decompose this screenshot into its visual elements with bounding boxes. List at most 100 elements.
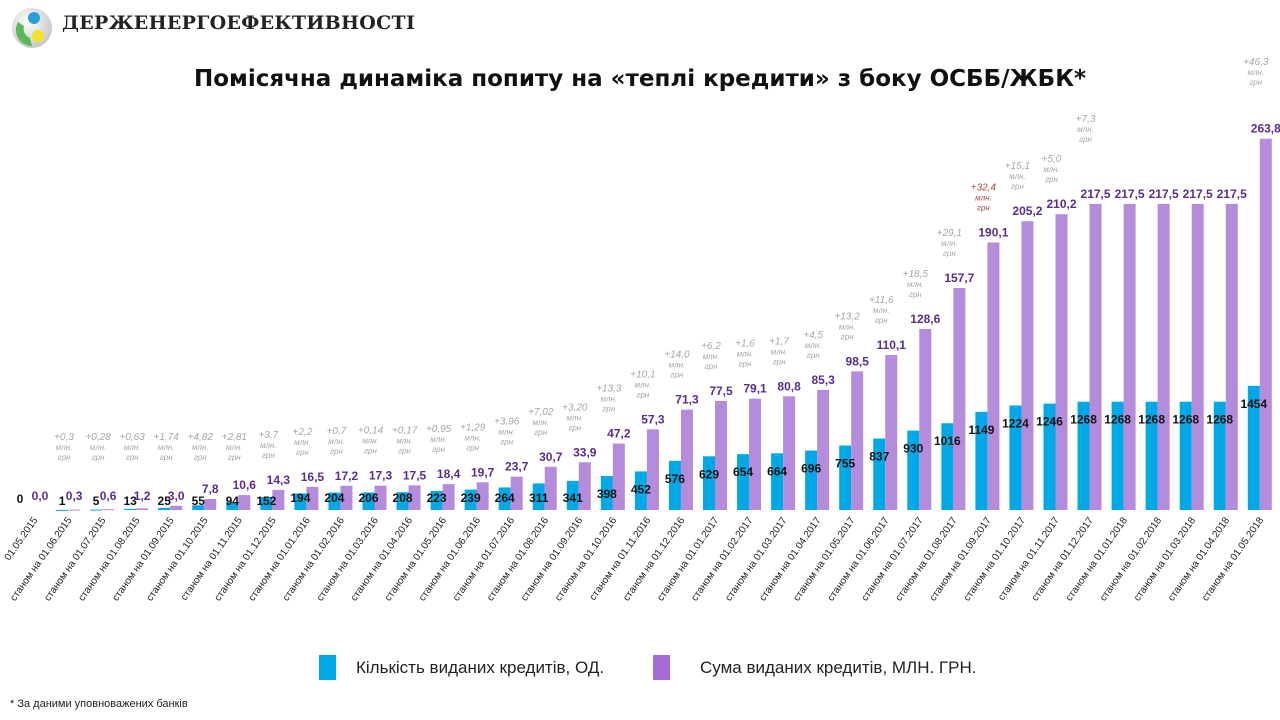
bar-amount: [715, 400, 727, 510]
category-tick-label: станом на 01.11.2015: [179, 515, 245, 603]
bar-count: [362, 492, 375, 510]
legend-item-amount: Сума виданих кредитів, МЛН. ГРН.: [653, 655, 976, 680]
increment-unit: грн: [637, 390, 650, 399]
increment-unit: млн.: [90, 443, 107, 452]
footnote: * За даними уповноважених банків: [10, 698, 188, 710]
data-label-count: 194: [290, 491, 310, 505]
bar-amount: [544, 466, 557, 510]
bar-amount: [136, 508, 149, 510]
data-label-count: 206: [358, 491, 378, 505]
data-label-amount: 79,1: [743, 382, 767, 396]
increment-unit: млн.: [737, 350, 754, 359]
increment-unit: млн.: [1009, 172, 1026, 181]
data-label-amount: 217,5: [1217, 187, 1247, 201]
category-tick-label: станом на 01.06.2016: [417, 515, 483, 603]
data-label-amount: 80,8: [777, 379, 801, 393]
increment-unit: грн: [398, 446, 411, 455]
bar-count: [294, 493, 307, 510]
legend-swatch-amount: [653, 655, 670, 680]
increment-unit: грн: [432, 445, 445, 454]
increment-label: +0,63: [119, 432, 145, 443]
increment-unit: млн.: [362, 437, 379, 446]
chart-title: Помісячна динаміка попиту на «теплі кред…: [193, 66, 1087, 92]
increment-label: +5,0: [1042, 154, 1062, 165]
increment-unit: млн.: [703, 352, 720, 361]
data-label-amount: 47,2: [607, 427, 631, 441]
data-label-count: 1454: [1240, 397, 1267, 411]
bar-amount: [510, 476, 523, 510]
bar-amount: [1021, 221, 1034, 510]
category-tick-label: станом на 01.05.2016: [383, 515, 449, 603]
increment-unit: млн.: [669, 361, 686, 370]
increment-label: +0,28: [85, 432, 111, 443]
data-label-count: 25: [158, 494, 172, 508]
category-tick-label: станом на 01.04.2016: [349, 515, 415, 603]
data-label-count: 311: [529, 491, 549, 505]
increment-unit: млн.: [260, 441, 277, 450]
category-tick-label: 01.05.2015: [3, 515, 41, 563]
category-tick-label: станом на 01.04.2018: [1166, 515, 1232, 603]
increment-label: +13,3: [596, 384, 622, 395]
data-label-amount: 0,3: [66, 489, 83, 503]
bar-count: [260, 497, 273, 510]
bar-count: [975, 411, 988, 510]
data-label-count: 13: [123, 494, 137, 508]
increment-label: +2,81: [222, 432, 247, 443]
data-label-amount: 17,2: [335, 469, 359, 483]
increment-unit: млн.: [771, 347, 788, 356]
increment-unit: млн.: [907, 280, 924, 289]
increment-unit: грн: [1079, 135, 1092, 144]
category-tick-label: станом на 01.08.2017: [894, 515, 960, 603]
data-label-count: 204: [324, 491, 344, 505]
data-label-count: 398: [597, 487, 617, 501]
data-label-count: 1: [59, 494, 66, 508]
increment-unit: млн.: [158, 443, 175, 452]
category-tick-label: станом на 01.01.2016: [247, 515, 313, 603]
data-label-count: 930: [903, 442, 923, 456]
increment-label: +29,1: [937, 228, 962, 239]
data-label-count: 341: [563, 491, 583, 505]
data-label-amount: 19,7: [471, 465, 495, 479]
bar-amount: [102, 509, 115, 511]
data-label-amount: 17,5: [403, 468, 427, 482]
data-label-count: 576: [665, 472, 685, 486]
bar-count: [771, 453, 784, 510]
increment-unit: млн.: [498, 428, 515, 437]
category-tick-label: станом на 01.05.2017: [791, 515, 857, 603]
category-tick-label: станом на 01.02.2018: [1098, 515, 1164, 603]
bar-amount: [170, 505, 183, 510]
bar-amount: [1191, 203, 1204, 510]
bar-amount: [885, 355, 898, 510]
category-tick-label: станом на 01.12.2016: [621, 515, 687, 603]
brand-name: ДЕРЖЕНЕРГОЕФЕКТИВНОСТІ: [62, 12, 416, 34]
increment-unit: млн.: [941, 239, 958, 248]
increment-label: +32,4: [971, 182, 997, 193]
data-label-count: 654: [733, 465, 753, 479]
increment-unit: млн.: [566, 413, 583, 422]
bar-count: [737, 454, 750, 510]
category-tick-label: станом на 01.07.2016: [451, 515, 517, 603]
increment-unit: грн: [1249, 78, 1262, 87]
data-label-amount: 3,0: [168, 489, 185, 503]
data-label-count: 1268: [1206, 413, 1233, 427]
increment-label: +13,2: [835, 311, 861, 322]
increment-unit: грн: [58, 453, 71, 462]
bar-count: [430, 490, 443, 510]
increment-unit: грн: [739, 360, 752, 369]
bar-amount: [1089, 203, 1102, 510]
legend-label-amount: Сума виданих кредитів, МЛН. ГРН.: [700, 657, 977, 677]
bar-count: [56, 509, 69, 511]
data-label-amount: 85,3: [811, 373, 835, 387]
data-label-amount: 217,5: [1115, 187, 1145, 201]
data-label-count: 1149: [968, 423, 994, 437]
increment-unit: грн: [943, 249, 956, 258]
increment-label: +46,3: [1243, 57, 1269, 68]
increment-unit: грн: [160, 453, 173, 462]
data-label-amount: 217,5: [1183, 187, 1213, 201]
bar-count: [1213, 401, 1226, 510]
bar-count: [90, 509, 103, 511]
bar-count: [941, 423, 954, 510]
increment-label: +0,17: [392, 425, 418, 436]
data-label-count: 664: [767, 464, 787, 478]
category-tick-label: станом на 01.01.2018: [1064, 515, 1130, 603]
